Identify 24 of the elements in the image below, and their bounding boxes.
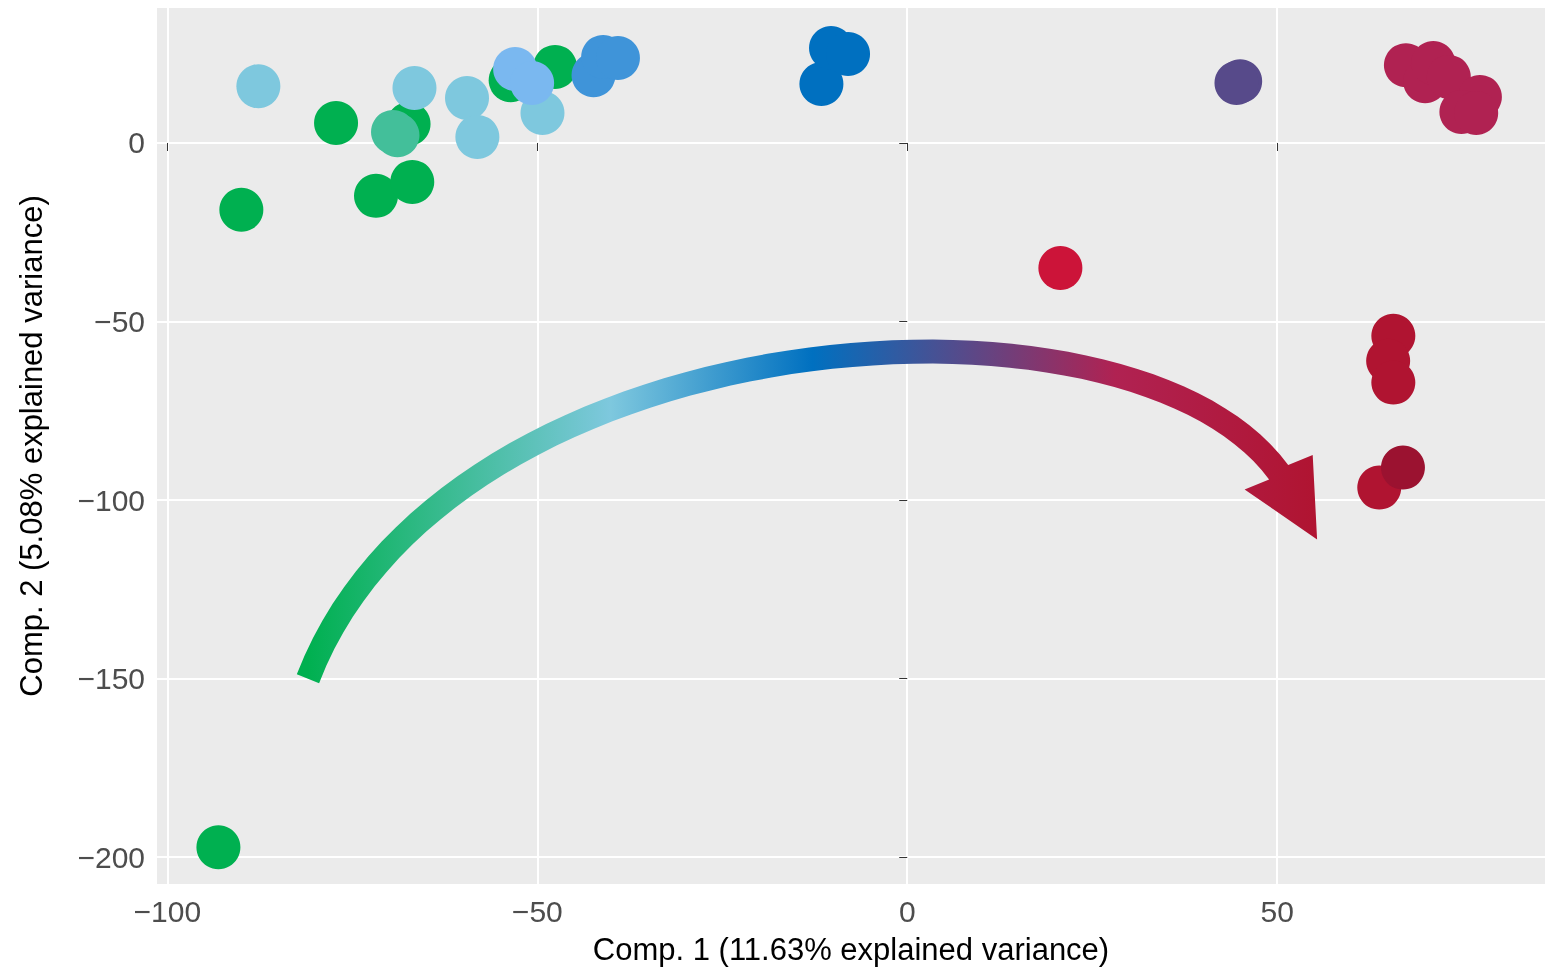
x-tick-label: 0 [898,894,916,928]
point [196,825,241,870]
point [392,66,437,110]
x-axis-title: Comp. 1 (11.63% explained variance) [592,932,1110,967]
point [1038,245,1083,290]
x-tick-label: −100 [133,894,202,928]
point [354,173,398,218]
y-axis-title: Comp. 2 (5.08% explained variance) [14,195,49,697]
point [314,101,359,145]
point [510,61,555,105]
point [799,62,844,107]
point [236,64,281,109]
point [219,187,264,232]
point [445,76,490,120]
point [390,159,435,204]
x-tick-label: 50 [1260,894,1294,928]
y-tick-label: −100 [77,483,145,517]
point [455,114,500,159]
point [1380,445,1425,490]
x-tick-label: −50 [511,894,563,928]
y-tick-label: −200 [77,840,145,874]
y-tick-label: −50 [94,305,145,339]
y-tick-label: −150 [77,662,145,696]
y-tick-label: 0 [128,126,145,160]
